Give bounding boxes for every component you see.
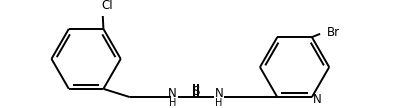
Text: S: S [192, 85, 199, 98]
Text: Cl: Cl [102, 0, 113, 12]
Text: H: H [169, 98, 176, 108]
Text: N: N [313, 93, 322, 106]
Text: Br: Br [327, 26, 340, 39]
Text: H: H [215, 98, 222, 108]
Text: N: N [215, 87, 223, 100]
Text: N: N [168, 87, 177, 100]
